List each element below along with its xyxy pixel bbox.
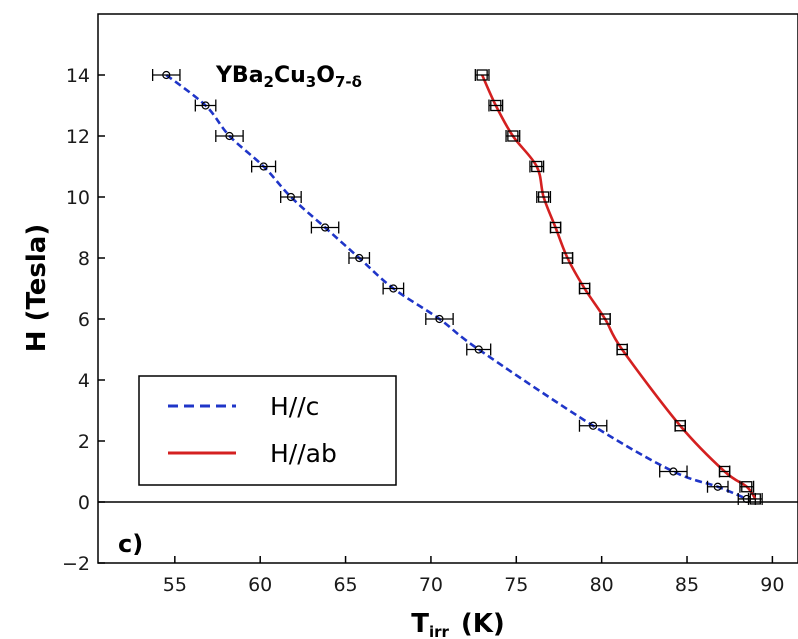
x-tick-label: 75 [504,574,528,596]
data-point-h-ab [747,492,763,505]
circle-marker [225,131,234,141]
chart-title: YBa2Cu3O7-δ [215,63,362,91]
x-tick-label: 90 [760,574,784,596]
axis-ticks: 55 60 65 70 75 80 85 90 −2 0 2 4 6 8 10 12 14 [62,65,784,596]
data-point-h-ab [561,252,574,264]
circle-marker [669,467,678,476]
y-tick-label: 14 [66,65,90,87]
title-part: YBa [215,63,264,88]
data-point-h-ab [488,99,504,112]
data-point-h-c [251,160,277,173]
y-tick-label: 4 [78,370,90,392]
y-tick-label: 8 [78,248,90,270]
title-part: O [316,63,335,88]
y-tick-label: 12 [66,126,90,148]
data-point-h-ab [739,480,755,493]
data-point-h-c [425,313,454,325]
data-point-h-c [659,465,688,478]
x-axis-title-subscript: irr [429,623,450,639]
data-point-h-ab [536,191,552,203]
data-point-h-c [310,221,340,234]
title-subscript: 3 [306,73,316,91]
y-tick-label: 0 [78,492,90,514]
x-axis-title: Tirr (K) [411,609,505,639]
square-marker [531,160,543,173]
square-marker [674,420,686,432]
x-tick-label: 85 [675,574,699,596]
square-marker [549,221,562,234]
x-tick-label: 80 [590,574,614,596]
square-marker [476,69,488,81]
title-subscript: 7-δ [335,73,362,91]
circle-marker [201,101,210,110]
data-point-h-c [194,99,217,112]
circle-marker [162,70,171,80]
x-tick-label: 55 [163,574,187,596]
data-point-h-c [215,130,244,142]
y-tick-label: −2 [62,553,90,575]
series-line-h-ab [480,74,757,500]
circle-marker [435,314,444,324]
x-tick-label: 65 [333,574,357,596]
y-tick-label: 6 [78,309,90,331]
x-axis-title-unit: (K) [461,609,505,639]
y-tick-label: 10 [66,187,90,209]
data-point-h-ab [549,221,562,234]
square-marker [616,343,628,356]
x-axis-title-base: T [411,609,429,639]
square-marker [561,252,574,264]
y-axis-title: H (Tesla) [22,224,52,352]
title-part: Cu [274,63,306,88]
circle-marker [589,421,598,430]
square-marker [490,99,502,112]
circle-marker [389,284,398,293]
x-tick-label: 60 [248,574,272,596]
square-marker [741,481,753,493]
title-subscript: 2 [264,73,274,91]
square-marker [578,282,591,295]
data-point-h-c [348,252,371,264]
data-point-h-ab [616,343,628,356]
square-marker [749,493,761,505]
square-marker [507,130,519,142]
data-point-h-c [466,343,492,356]
square-marker [599,313,611,325]
circle-marker [355,253,364,263]
data-point-h-ab [529,160,545,173]
circle-marker [259,162,268,171]
x-tick-label: 70 [419,574,443,596]
square-marker [537,191,550,203]
data-point-h-ab [505,130,521,142]
legend-label-h-c: H//c [270,392,319,421]
data-point-h-c [706,480,729,493]
data-point-h-c [382,282,405,295]
data-point-h-ab [474,69,490,81]
data-point-h-c [578,419,608,432]
legend: H//c H//ab [138,375,397,486]
data-point-h-c [151,69,181,81]
data-point-h-ab [599,313,611,325]
data-point-h-c [280,191,302,203]
circle-marker [713,482,722,491]
legend-box [138,375,397,486]
legend-label-h-ab: H//ab [270,439,337,468]
data-point-h-ab [674,419,686,432]
square-marker [718,465,731,478]
plot-frame [97,13,798,564]
series-layer [151,69,763,505]
circle-marker [474,345,483,354]
panel-label: c) [118,530,143,558]
circle-marker [286,192,296,202]
y-tick-label: 2 [78,431,90,453]
data-point-h-ab [578,282,591,295]
circle-marker [320,223,330,232]
data-point-h-ab [718,465,731,478]
